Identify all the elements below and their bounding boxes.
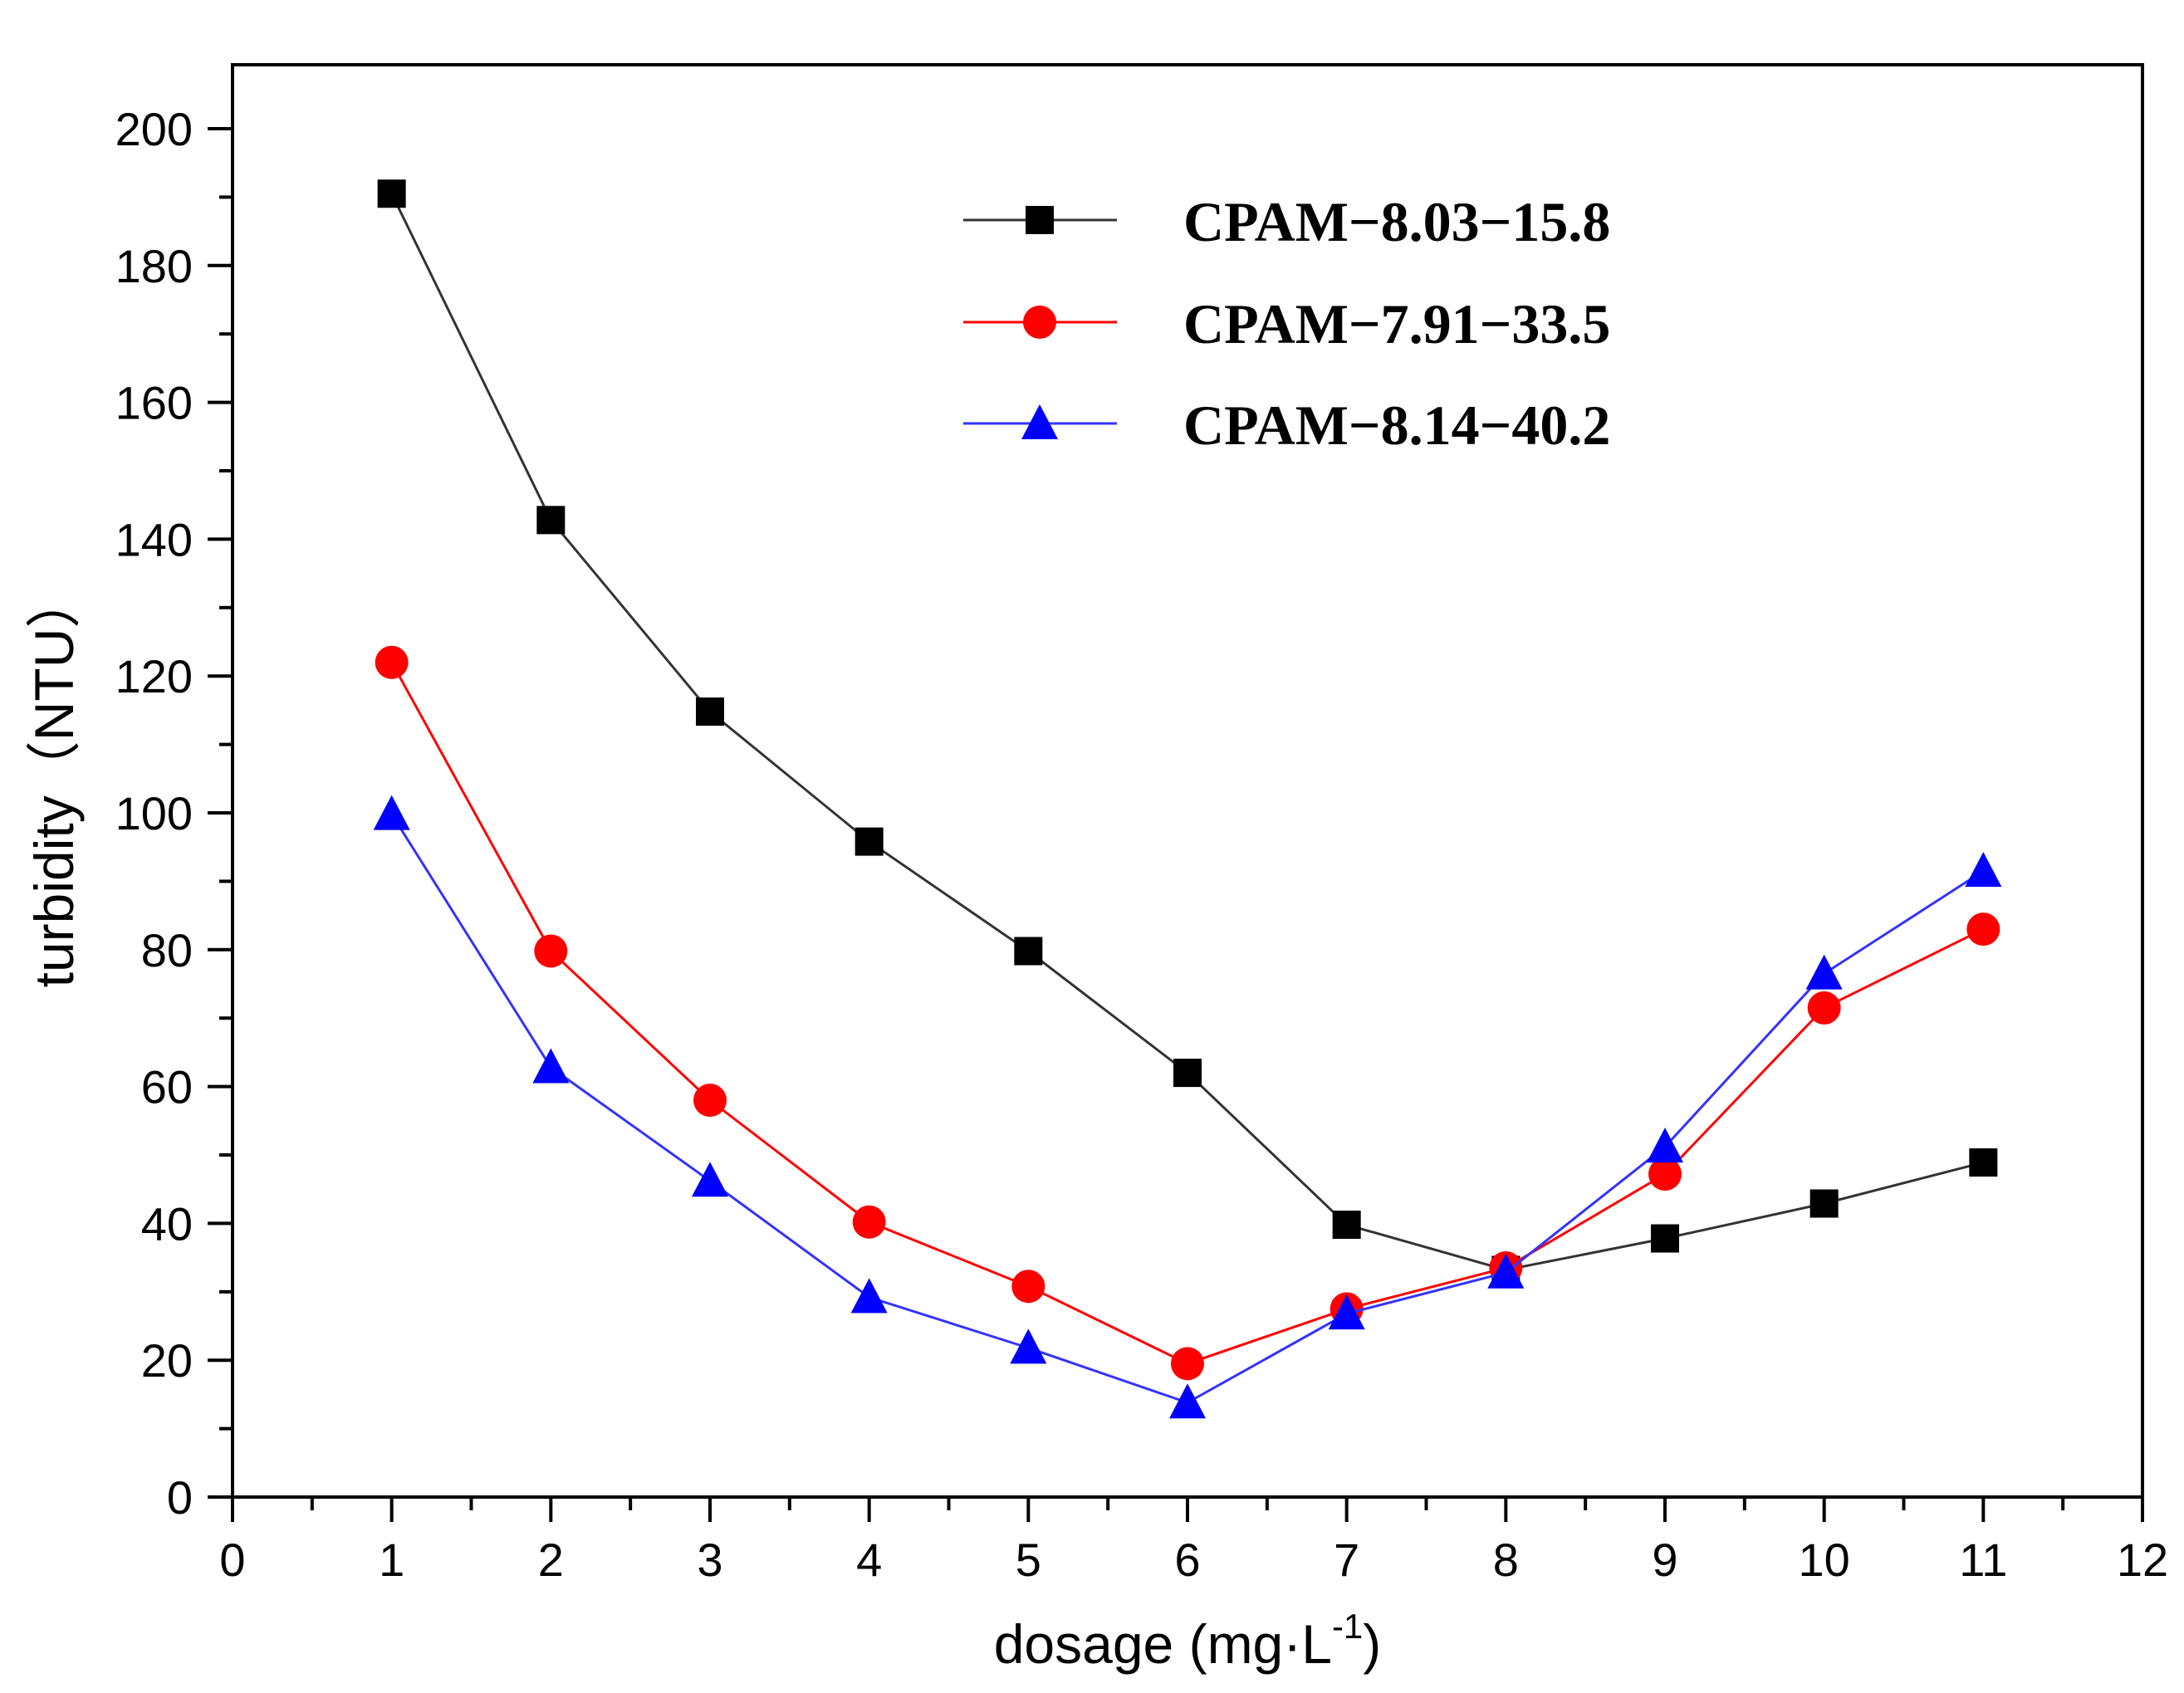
series-triangle: [373, 795, 2002, 1419]
triangle-marker: [373, 795, 410, 830]
triangle-marker: [1965, 852, 2002, 888]
series-line: [390, 813, 1985, 1404]
x-tick-label: 5: [1016, 1534, 1041, 1586]
legend-label: CPAM−8.14−40.2: [1183, 394, 1610, 457]
square-marker: [1014, 937, 1043, 966]
y-axis-title: turbidity（NTU）: [23, 574, 85, 988]
x-axis-title-close: ): [1363, 1613, 1381, 1675]
x-axis-title-superscript: -1: [1332, 1607, 1363, 1646]
triangle-marker: [1169, 1383, 1206, 1419]
x-tick-label: 1: [379, 1534, 404, 1586]
triangle-marker: [1010, 1328, 1047, 1364]
circle-marker: [1011, 1270, 1045, 1304]
x-tick-label: 11: [1959, 1534, 2007, 1586]
square-marker: [377, 179, 406, 208]
x-axis-title: dosage (mg·L-1): [994, 1607, 1382, 1675]
plot-frame: [231, 63, 2144, 1499]
x-tick-label: 4: [856, 1534, 882, 1586]
x-tick-label: 10: [1799, 1534, 1850, 1586]
y-tick-label: 200: [115, 103, 193, 155]
triangle-marker: [1647, 1128, 1683, 1163]
square-marker: [536, 506, 566, 535]
x-tick-label: 6: [1174, 1534, 1200, 1586]
square-marker: [1026, 206, 1054, 234]
y-tick-label: 160: [115, 377, 193, 429]
x-tick-label: 3: [697, 1534, 722, 1586]
y-tick-label: 120: [115, 650, 193, 702]
y-tick-label: 0: [167, 1471, 193, 1524]
y-axis: 0 20 40 60 80 100 120 140 160 180 200: [115, 103, 233, 1524]
y-tick-label: 80: [141, 924, 193, 976]
y-tick-label: 20: [141, 1334, 193, 1387]
circle-marker: [693, 1084, 727, 1118]
y-tick-label: 60: [141, 1061, 193, 1113]
triangle-marker: [1487, 1253, 1525, 1289]
triangle-marker: [850, 1278, 888, 1314]
y-tick-label: 180: [115, 240, 193, 292]
series-line: [390, 661, 1984, 1365]
y-tick-label: 100: [115, 787, 193, 839]
x-tick-label: 12: [2117, 1534, 2168, 1586]
square-marker: [1651, 1224, 1679, 1253]
square-marker: [1809, 1189, 1839, 1218]
circle-marker: [1966, 913, 2000, 947]
square-marker: [1332, 1211, 1361, 1240]
legend-label: CPAM−7.91−33.5: [1183, 292, 1610, 355]
x-tick-label: 9: [1652, 1534, 1677, 1586]
triangle-marker: [532, 1048, 570, 1084]
series-layer: [373, 179, 2002, 1419]
circle-marker: [1648, 1157, 1682, 1191]
circle-marker: [1171, 1347, 1204, 1381]
circle-marker: [534, 934, 568, 968]
y-tick-label: 140: [115, 513, 193, 565]
x-tick-label: 8: [1493, 1534, 1519, 1586]
triangle-marker: [1021, 404, 1058, 439]
triangle-marker: [692, 1162, 728, 1197]
square-marker: [696, 697, 724, 727]
circle-marker: [1807, 991, 1841, 1025]
x-axis-title-main: dosage (mg·L: [994, 1613, 1332, 1675]
legend-label: CPAM−8.03−15.8: [1183, 190, 1610, 253]
circle-marker: [375, 645, 409, 679]
x-tick-label: 2: [538, 1534, 564, 1586]
x-tick-label: 0: [219, 1534, 245, 1586]
triangle-marker: [1805, 954, 1843, 990]
x-axis: 0 1 2 3 4 5 6 7 8 9 10 11 12: [219, 1497, 2168, 1586]
square-marker: [1173, 1059, 1202, 1088]
triangle-marker: [1328, 1294, 1365, 1330]
x-tick-label: 7: [1334, 1534, 1359, 1586]
y-tick-label: 40: [141, 1197, 193, 1250]
series-circle: [375, 645, 2000, 1381]
square-marker: [855, 827, 884, 856]
circle-marker: [1023, 306, 1056, 339]
square-marker: [1969, 1148, 1998, 1177]
legend: CPAM−8.03−15.8 CPAM−7.91−33.5 CPAM−8.14−40…: [963, 190, 1610, 457]
circle-marker: [852, 1205, 886, 1239]
